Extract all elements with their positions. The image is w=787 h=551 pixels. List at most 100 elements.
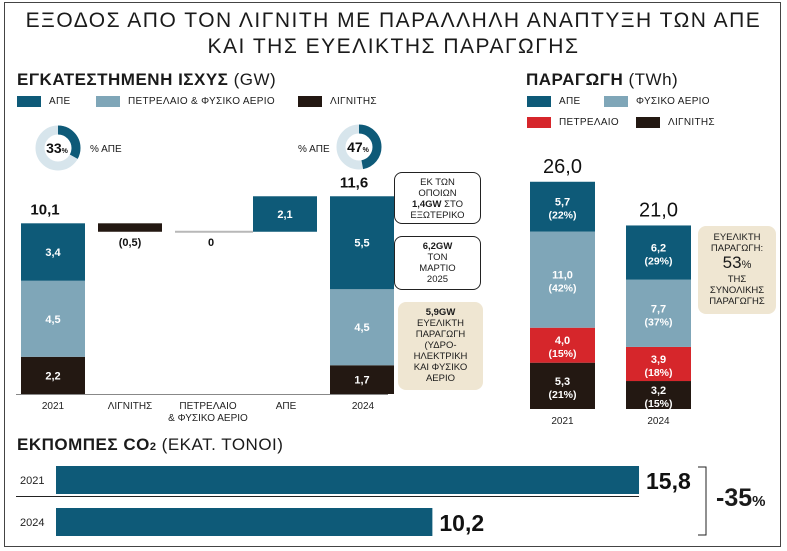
callout-prod-big: 53 xyxy=(722,253,742,272)
legend-swatch-gas xyxy=(604,96,628,107)
callout-flex-amount: 5,9GW xyxy=(425,307,456,318)
callout-abroad-amount: 1,4GW xyxy=(411,199,442,210)
emissions-section-title: ΕΚΠΟΜΠΕΣ CO2 (ΕΚΑΤ. ΤΟΝΟΙ) xyxy=(17,435,283,455)
callout-flexible-capacity: 5,9GW ΕΥΕΛΙΚΤΗ ΠΑΡΑΓΩΓΗ (ΥΔΡΟ- ΗΛΕΚΤΡΙΚΗ… xyxy=(398,302,483,390)
bar-production-2024-gas xyxy=(626,279,691,347)
label-emissions-year-2024: 2024 xyxy=(20,517,44,529)
production-section-title: ΠΑΡΑΓΩΓΗ (TWh) xyxy=(526,70,678,90)
legend-production-oil: ΠΕΤΡΕΛΑΙΟ xyxy=(527,117,619,128)
label-production-2021-gas: 11,0 xyxy=(552,270,573,282)
xlabel-production-2021: 2021 xyxy=(551,416,574,427)
label-production-2021-lignite: 5,3 xyxy=(555,376,570,388)
legend-capacity-lignite: ΛΙΓΝΙΤΗΣ xyxy=(298,96,377,107)
bar-production-2021-oil xyxy=(530,327,595,363)
label-change-lignite: (0,5) xyxy=(119,237,142,249)
legend-swatch-oil xyxy=(527,117,551,128)
emissions-change-pct: % xyxy=(752,493,766,510)
capacity-section-title: ΕΓΚΑΤΕΣΤΗΜΕΝΗ ΙΣΧΥΣ (GW) xyxy=(17,70,276,90)
infographic-frame xyxy=(4,2,781,547)
callout-flex-line2: ΕΥΕΛΙΚΤΗ xyxy=(417,318,464,329)
callout-flex-line7: ΑΕΡΙΟ xyxy=(425,373,456,384)
legend-swatch-lignite xyxy=(298,96,322,107)
callout-abroad-line2: ΟΠΟΙΩΝ xyxy=(418,188,457,199)
total-capacity-2021: 10,1 xyxy=(30,201,59,218)
bar-change-ape xyxy=(253,196,317,232)
callout-march-line3: ΜΑΡΤΙΟ xyxy=(419,263,456,274)
bar-production-2021-lignite xyxy=(530,362,595,409)
bar-emissions-2021 xyxy=(56,466,640,494)
capacity-unit: (GW) xyxy=(233,70,277,89)
callout-flex-line3: ΠΑΡΑΓΩΓΗ xyxy=(415,329,466,340)
emissions-subscript: 2 xyxy=(149,441,157,453)
label-emissions-year-2021: 2021 xyxy=(20,475,44,487)
bar-production-2021-ape xyxy=(530,181,595,232)
label-production-2024-lignite: 3,2 xyxy=(651,385,666,397)
legend-swatch-ape xyxy=(17,96,41,107)
legend-label-ape: ΑΠΕ xyxy=(49,96,71,107)
production-title: ΠΑΡΑΓΩΓΗ xyxy=(526,70,624,89)
callout-prod-line2: ΠΑΡΑΓΩΓΗ: xyxy=(710,243,764,254)
legend-label-ape: ΑΠΕ xyxy=(559,96,581,107)
label-capacity-2024-lignite: 1,7 xyxy=(354,375,369,387)
pct-production-2021-oil: (15%) xyxy=(548,348,576,360)
xlabel-capacity-lignite: ΛΙΓΝΙΤΗΣ xyxy=(108,401,152,412)
pct-production-2021-lignite: (21%) xyxy=(548,389,576,401)
callout-prod-pct: % xyxy=(741,259,752,271)
bar-change-gas xyxy=(175,230,253,233)
bar-capacity-2024-ape xyxy=(330,196,394,290)
capacity-title: ΕΓΚΑΤΕΣΤΗΜΕΝΗ ΙΣΧΥΣ xyxy=(17,70,229,89)
callout-prod-line1: ΕΥΕΛΙΚΤΗ xyxy=(713,232,761,243)
donut-2024-arc xyxy=(336,124,382,170)
bar-capacity-2021-gas xyxy=(21,280,85,357)
legend-production-lignite: ΛΙΓΝΙΤΗΣ xyxy=(636,117,715,128)
production-unit: (TWh) xyxy=(628,70,679,89)
callout-march-2025: 6,2GW ΤΟΝ ΜΑΡΤΙΟ 2025 xyxy=(394,236,481,290)
legend-capacity-gas: ΠΕΤΡΕΛΑΙΟ & ΦΥΣΙΚΟ ΑΕΡΙΟ xyxy=(96,96,275,107)
total-production-2024: 21,0 xyxy=(639,199,678,221)
legend-label-gas: ΠΕΤΡΕΛΑΙΟ & ΦΥΣΙΚΟ ΑΕΡΙΟ xyxy=(128,96,275,107)
donut-2021-arc xyxy=(35,125,81,171)
xlabel-capacity-oilgas-1: ΠΕΤΡΕΛΑΙΟ xyxy=(179,401,236,412)
label-production-2021-oil: 4,0 xyxy=(555,335,570,347)
legend-production-gas: ΦΥΣΙΚΟ ΑΕΡΙΟ xyxy=(604,96,710,107)
callout-flex-line5: ΗΛΕΚΤΡΙΚΗ xyxy=(413,351,468,362)
pct-production-2024-lignite: (15%) xyxy=(644,398,672,410)
xlabel-capacity-oilgas-2: & ΦΥΣΙΚΟ ΑΕΡΙΟ xyxy=(168,413,248,424)
pct-production-2024-oil: (18%) xyxy=(644,367,672,379)
label-capacity-2024-ape: 5,5 xyxy=(354,238,369,250)
label-production-2024-gas: 7,7 xyxy=(651,303,666,315)
legend-swatch-lignite xyxy=(636,117,660,128)
label-change-ape: 2,1 xyxy=(277,209,292,221)
bar-change-lignite xyxy=(98,223,162,232)
value-emissions-2024: 10,2 xyxy=(439,510,484,536)
label-capacity-2021-lignite: 2,2 xyxy=(45,370,60,382)
donut-2024-value: 47% xyxy=(347,139,370,155)
total-capacity-2024: 11,6 xyxy=(340,174,368,191)
callout-flex-line4: (ΥΔΡΟ- xyxy=(424,340,457,351)
callout-flexible-production: ΕΥΕΛΙΚΤΗ ΠΑΡΑΓΩΓΗ: 53% ΤΗΣ ΣΥΝΟΛΙΚΗΣ ΠΑΡ… xyxy=(698,226,776,314)
label-production-2024-ape: 6,2 xyxy=(651,243,666,255)
callout-prod-line4: ΣΥΝΟΛΙΚΗΣ xyxy=(709,285,765,296)
emissions-change: -35% xyxy=(716,484,765,513)
legend-label-lignite: ΛΙΓΝΙΤΗΣ xyxy=(330,96,377,107)
emissions-title: ΕΚΠΟΜΠΕΣ CO xyxy=(17,435,150,454)
pct-production-2021-ape: (22%) xyxy=(548,210,576,222)
legend-label-lignite: ΛΙΓΝΙΤΗΣ xyxy=(668,117,715,128)
donut-2021-label: % ΑΠΕ xyxy=(90,144,122,155)
bar-emissions-2024 xyxy=(56,508,433,536)
callout-abroad: ΕΚ ΤΩΝ ΟΠΟΙΩΝ 1,4GW ΣΤΟ ΕΞΩΤΕΡΙΚΟ xyxy=(394,172,481,224)
callout-prod-line3: ΤΗΣ xyxy=(727,274,747,285)
donut-2021-value: 33% xyxy=(46,140,69,156)
label-production-2024-oil: 3,9 xyxy=(651,354,666,366)
bar-capacity-2024-lignite xyxy=(330,365,394,394)
pct-production-2021-gas: (42%) xyxy=(548,283,576,295)
bar-production-2024-ape xyxy=(626,225,691,280)
legend-swatch-gas xyxy=(96,96,120,107)
total-production-2021: 26,0 xyxy=(543,156,582,178)
callout-abroad-line4: ΕΞΩΤΕΡΙΚΟ xyxy=(410,210,465,221)
emissions-change-value: -35 xyxy=(716,484,753,512)
xlabel-capacity-2021: 2021 xyxy=(42,401,65,412)
emissions-unit: (ΕΚΑΤ. ΤΟΝΟΙ) xyxy=(156,435,284,454)
emissions-bracket xyxy=(698,466,707,536)
